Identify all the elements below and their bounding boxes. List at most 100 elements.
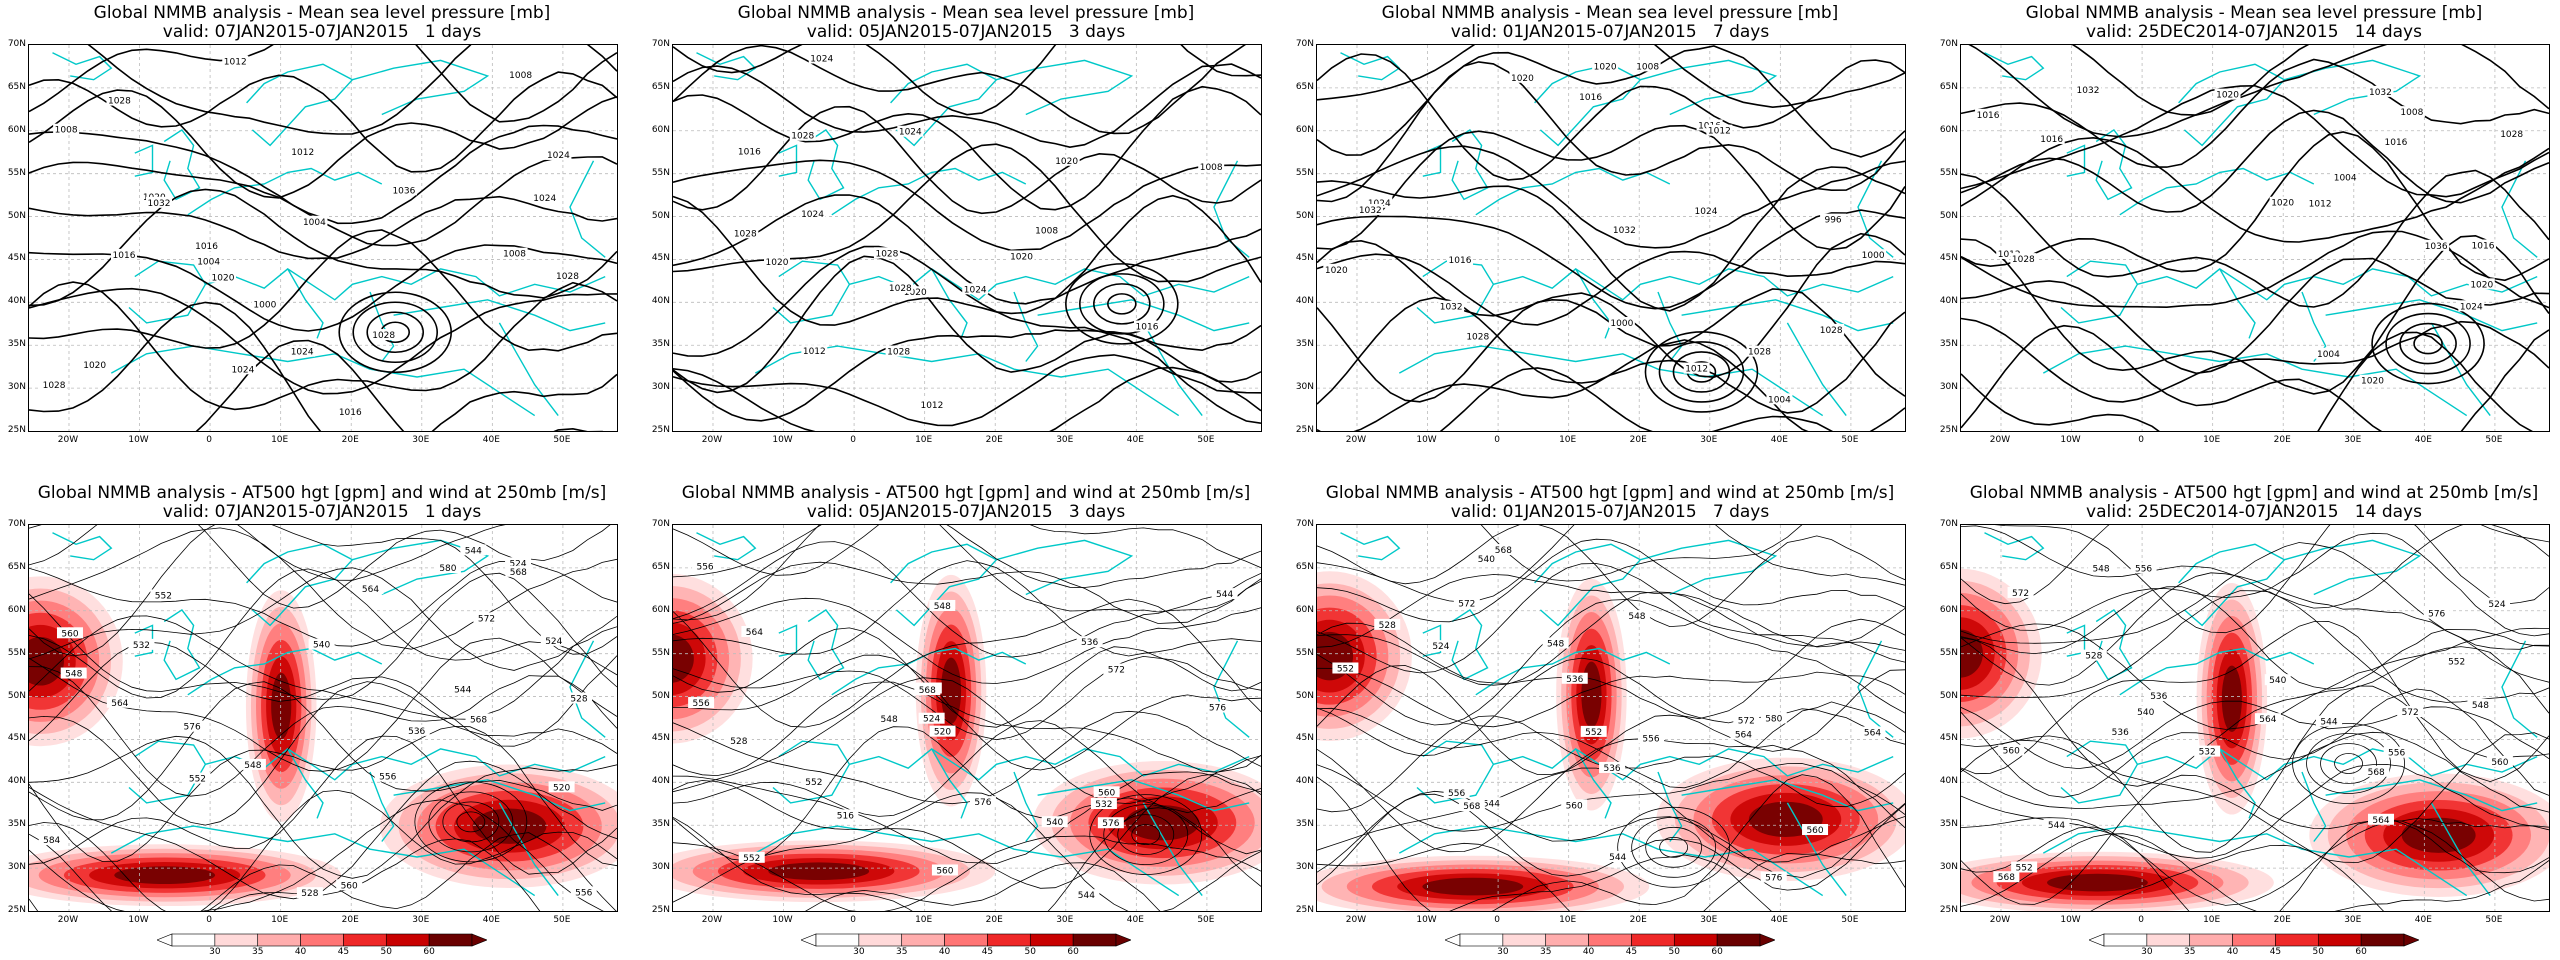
- latitude-label: 50N: [1295, 690, 1314, 701]
- latitude-label: 40N: [651, 296, 670, 307]
- colorbar-tick-label: 60: [1711, 947, 1723, 957]
- contour-label: 544: [1609, 853, 1626, 863]
- contour-label: 532: [133, 641, 150, 651]
- latitude-label: 55N: [1295, 167, 1314, 178]
- contour-label: 1036: [392, 186, 415, 196]
- contour-label: 1028: [1466, 332, 1489, 342]
- wind-colorbar: 30 35 40 45 50 60: [1444, 932, 1776, 958]
- contour-label: 528: [301, 889, 318, 899]
- latitude-label: 35N: [7, 819, 26, 830]
- contour-label: 544: [2048, 821, 2065, 831]
- contour-label: 1032: [1440, 303, 1463, 313]
- contour-label: 572: [1458, 600, 1475, 610]
- latitude-label: 45N: [1295, 253, 1314, 264]
- contour-label: 1004: [1768, 395, 1791, 405]
- latitude-label: 65N: [7, 561, 26, 572]
- latitude-label: 45N: [1295, 733, 1314, 744]
- latitude-label: 30N: [1295, 382, 1314, 393]
- colorbar-tick-label: 45: [337, 947, 350, 957]
- longitude-label: 20E: [985, 915, 1003, 925]
- contour-label: 548: [244, 761, 261, 771]
- coastlines: [1984, 52, 2538, 417]
- longitude-label: 50E: [1197, 915, 1215, 925]
- contour-label: 1028: [1748, 348, 1771, 358]
- mslp-panel: Global NMMB analysis - Mean sea level pr…: [8, 4, 618, 464]
- longitude-label: 0: [850, 915, 856, 925]
- latitude-label: 35N: [1939, 819, 1958, 830]
- longitude-label: 0: [1494, 435, 1500, 445]
- contour-label: 1028: [1820, 326, 1843, 336]
- longitude-label: 10E: [2203, 435, 2221, 445]
- latitude-label: 30N: [651, 382, 670, 393]
- longitude-label: 20E: [2273, 435, 2291, 445]
- colorbar-tick-label: 35: [2183, 947, 2196, 957]
- panel-title: Global NMMB analysis - Mean sea level pr…: [1381, 3, 1839, 23]
- longitude-label: 10W: [772, 435, 793, 445]
- latitude-label: 35N: [1939, 339, 1958, 350]
- contour-label: 524: [509, 559, 526, 569]
- contour-label: 560: [2491, 758, 2508, 768]
- map-area: 524 528 536 540 544 548 552 556 560 564 568 572 576 5…: [1316, 524, 1906, 912]
- graticule: [673, 45, 1261, 431]
- latitude-label: 50N: [1295, 210, 1314, 221]
- map-area: 524 528 532 536 540 544 548 552 556 560 564 568 572 5…: [1960, 524, 2550, 912]
- longitude-label: 10E: [1559, 435, 1577, 445]
- contour-label: 556: [1448, 789, 1465, 799]
- contour-labels: 1000 1004 1008 1012 1016 1016 1020 1020 1024 1024…: [41, 55, 581, 418]
- longitude-label: 10E: [2203, 915, 2221, 925]
- contour-label: 564: [1735, 731, 1752, 741]
- latitude-label: 25N: [1295, 905, 1314, 915]
- longitude-label: 0: [206, 915, 212, 925]
- colorbar-tick-label: 35: [895, 947, 908, 957]
- contour-label: 1016: [738, 148, 761, 158]
- panel-title: Global NMMB analysis - AT500 hgt [gpm] a…: [37, 483, 607, 503]
- contour-label: 568: [1998, 873, 2015, 883]
- contour-lines: [1317, 45, 1905, 431]
- latitude-label: 25N: [651, 425, 670, 435]
- panel-valid-period: valid: 07JAN2015-07JAN2015 1 days: [162, 502, 482, 522]
- contour-label: 556: [575, 888, 592, 898]
- latitude-label: 55N: [1939, 167, 1958, 178]
- contour-label: 1016: [113, 251, 136, 261]
- contour-label: 1016: [2385, 138, 2408, 148]
- contour-label: 1004: [197, 257, 220, 267]
- contour-label: 544: [465, 546, 482, 556]
- mslp-panel: Global NMMB analysis - Mean sea level pr…: [1940, 4, 2550, 464]
- contour-label: 568: [1463, 802, 1480, 812]
- contour-label: 1024: [1695, 207, 1718, 217]
- contour-label: 540: [313, 641, 330, 651]
- wind-colorbar: 30 35 40 45 50 60: [800, 932, 1132, 958]
- contour-label: 580: [439, 564, 456, 574]
- contour-label: 548: [2472, 701, 2489, 711]
- latitude-label: 70N: [1939, 519, 1958, 529]
- contour-label: 1032: [2077, 86, 2100, 96]
- contour-label: 564: [362, 585, 379, 595]
- longitude-label: 30E: [2344, 435, 2362, 445]
- contour-label: 524: [2488, 600, 2505, 610]
- mslp-panel: Global NMMB analysis - Mean sea level pr…: [652, 4, 1262, 464]
- latitude-label: 50N: [651, 690, 670, 701]
- panel-valid-period: valid: 25DEC2014-07JAN2015 14 days: [2086, 502, 2422, 522]
- latitude-label: 35N: [1295, 339, 1314, 350]
- contour-label: 536: [1603, 764, 1620, 774]
- contour-label: 1012: [291, 148, 314, 158]
- contour-label: 1012: [1685, 365, 1708, 375]
- contour-label: 572: [478, 614, 495, 624]
- contour-label: 560: [341, 881, 358, 891]
- wind-colorbar: 30 35 40 45 50 60: [156, 932, 488, 958]
- contour-label: 552: [1337, 664, 1354, 674]
- contour-label: 548: [65, 670, 82, 680]
- colorbar-tick-label: 30: [2141, 947, 2153, 957]
- latitude-label: 65N: [1295, 561, 1314, 572]
- contour-label: 568: [919, 686, 936, 696]
- contour-label: 1028: [2500, 130, 2523, 140]
- latitude-label: 25N: [1939, 425, 1958, 435]
- contour-label: 536: [408, 727, 425, 737]
- colorbar-tick-label: 60: [1067, 947, 1079, 957]
- coastlines: [1984, 532, 2538, 897]
- latitude-label: 30N: [7, 862, 26, 873]
- contour-label: 1020: [2216, 91, 2239, 101]
- map-area: 1004 1004 1008 1012 1016 1020 1024 1028 1032 1036…: [1960, 44, 2550, 432]
- latitude-label: 35N: [7, 339, 26, 350]
- longitude-label: 10W: [772, 915, 793, 925]
